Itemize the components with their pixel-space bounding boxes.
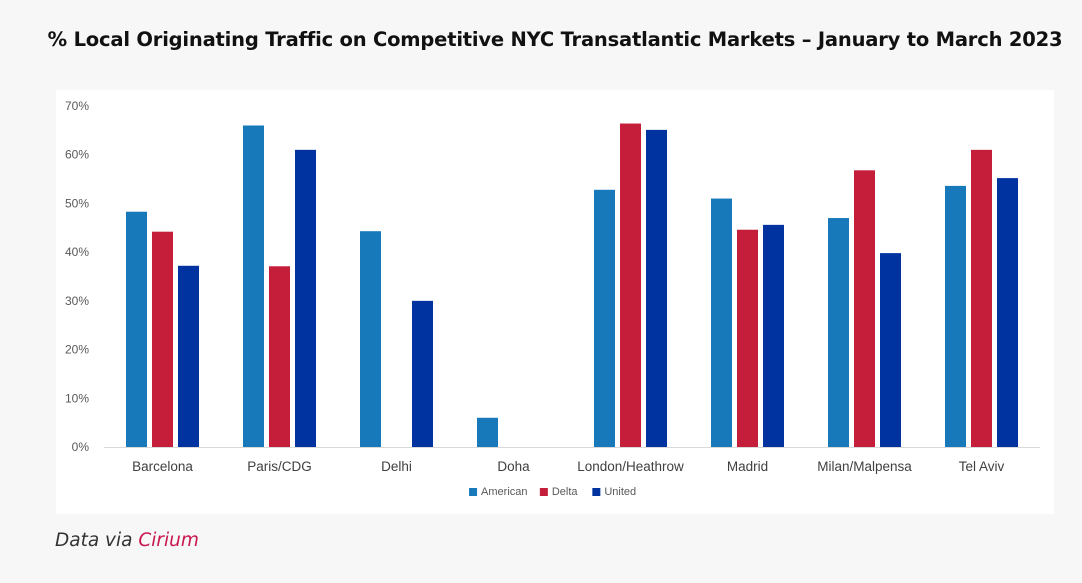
bar-delta [620,123,641,447]
bar-american [945,185,966,447]
y-tick-label: 50% [65,196,89,210]
legend-label-united: United [604,486,636,498]
bar-american [243,125,264,447]
bar-american [594,189,615,447]
caption-prefix: Data via [55,530,133,551]
y-tick-label: 20% [65,343,89,357]
bar-american [360,231,381,447]
bar-united [412,300,433,447]
y-tick-label: 40% [65,245,89,259]
bar-united [880,253,901,447]
bar-united [646,129,667,447]
bar-american [126,211,147,447]
y-tick-label: 70% [65,99,89,113]
bar-american [828,218,849,447]
bar-chart: 0% 10% 20% 30% 40% 50% 60% 70% Barcelona Paris/CD… [65,99,1040,498]
source-link[interactable]: Cirium [138,530,199,551]
x-tick-label: London/Heathrow [577,459,684,474]
legend-swatch-united [592,488,601,496]
legend-label-delta: Delta [552,486,579,498]
y-tick-label: 0% [72,440,90,454]
bar-delta [152,231,173,447]
bar-united [178,265,199,447]
x-tick-label: Tel Aviv [959,459,1005,474]
x-tick-label: Barcelona [132,459,193,474]
y-tick-label: 10% [65,391,89,405]
x-tick-label: Paris/CDG [247,459,312,474]
bar-delta [854,170,875,447]
bar-united [997,178,1018,447]
bar-united [763,224,784,447]
x-tick-label: Delhi [381,459,412,474]
data-source-caption: Data via Cirium [55,530,199,551]
chart-title: % Local Originating Traffic on Competiti… [47,28,1063,51]
bar-delta [971,149,992,447]
y-tick-label: 60% [65,148,89,162]
legend-label-american: American [481,486,527,498]
y-tick-label: 30% [65,294,89,308]
bar-american [711,198,732,447]
x-tick-label: Milan/Malpensa [817,459,912,474]
legend-swatch-delta [539,488,548,496]
x-tick-label: Doha [497,459,530,474]
legend-swatch-american [469,488,478,496]
bar-delta [737,229,758,447]
bar-american [477,417,498,447]
chart-panel: 0% 10% 20% 30% 40% 50% 60% 70% Barcelona Paris/CD… [56,90,1054,514]
bar-delta [269,266,290,447]
x-tick-label: Madrid [727,459,768,474]
bar-united [295,149,316,447]
